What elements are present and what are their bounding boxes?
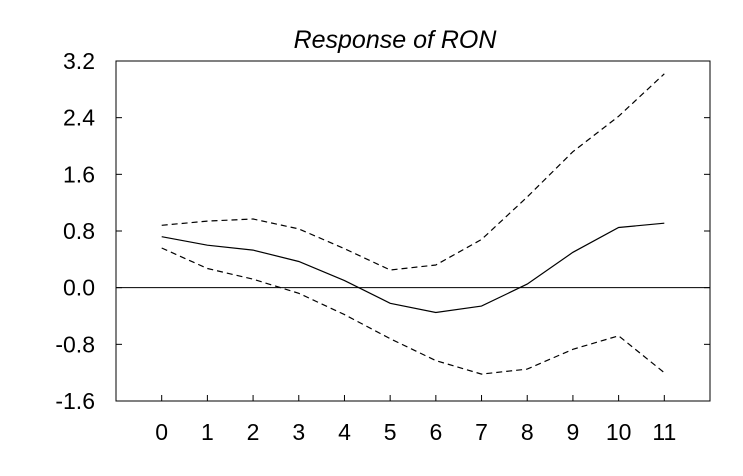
x-tick-label: 7 [475,419,488,445]
y-tick-label: 0.8 [63,218,95,244]
x-tick-label: 5 [384,419,397,445]
chart-title: Response of RON [294,26,498,54]
x-tick-label: 3 [292,419,305,445]
y-tick-label: -1.6 [55,388,95,414]
y-tick-label: 0.0 [63,275,95,301]
x-tick-label: 11 [652,419,676,445]
x-tick-label: 6 [429,419,442,445]
x-tick-label: 10 [606,419,632,445]
y-tick-label: 3.2 [63,48,95,74]
x-tick-label: 8 [521,419,534,445]
x-tick-label: 0 [155,419,168,445]
plot-area: 3.2 2.4 1.6 0.8 0.0 -0.8 -1.6 0 1 2 3 4 5 6 7 8 9 10 11 [55,48,711,445]
x-tick-label: 1 [201,419,214,445]
upper-band-line [161,73,665,271]
y-tick-label: -0.8 [55,331,95,357]
x-tick-label: 9 [567,419,580,445]
y-tick-label: 1.6 [63,161,95,187]
response-line [161,222,665,314]
x-tick-label: 2 [247,419,260,445]
y-tick-label: 2.4 [63,105,95,131]
lower-band-line [161,247,665,375]
x-tick-label: 4 [338,419,351,445]
